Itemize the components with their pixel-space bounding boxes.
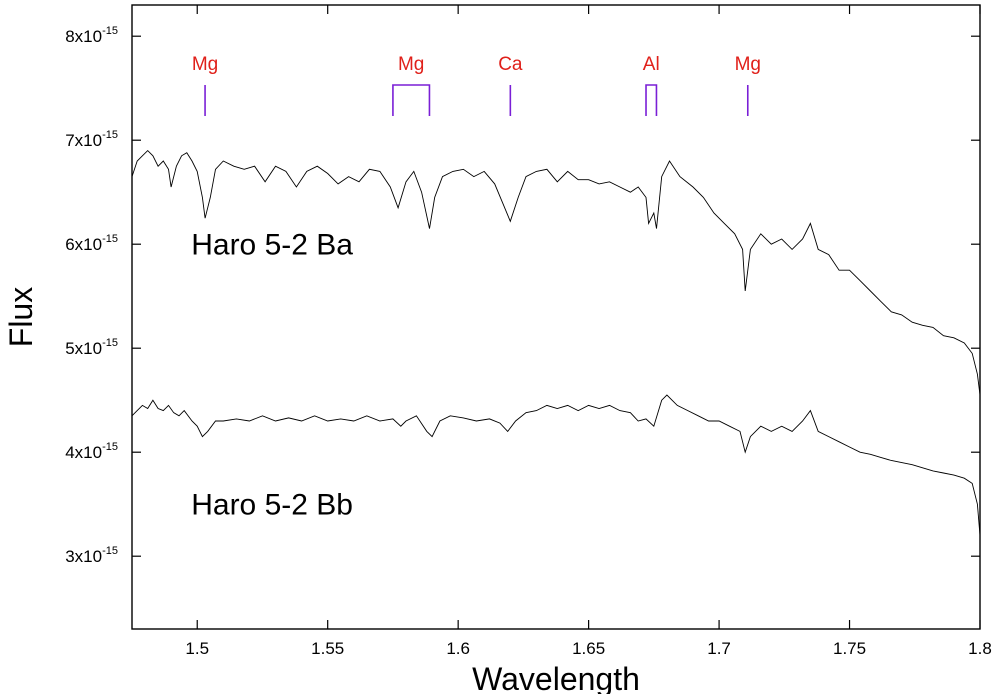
series-lines bbox=[131, 149, 981, 536]
y-tick-exponent: -15 bbox=[102, 25, 118, 37]
y-tick-mantissa: 8x10 bbox=[65, 27, 102, 46]
y-tick-mantissa: 6x10 bbox=[65, 235, 102, 254]
y-tick-exponent: -15 bbox=[102, 129, 118, 141]
y-tick-mantissa: 3x10 bbox=[65, 547, 102, 566]
plot-frame bbox=[131, 4, 981, 630]
y-tick-exponent: -15 bbox=[102, 233, 118, 245]
y-tick-exponent: -15 bbox=[102, 441, 118, 453]
y-tick-exponent: -15 bbox=[102, 337, 118, 349]
x-axis: 1.5 1.55 1.6 1.65 1.7 1.75 1.8 bbox=[185, 5, 992, 658]
annotation-label: Mg bbox=[398, 54, 424, 75]
y-tick-exponent: -15 bbox=[102, 545, 118, 557]
annotation-label: Ca bbox=[498, 54, 523, 75]
series-line-1 bbox=[131, 149, 981, 396]
y-tick-label: 3x10-15 bbox=[65, 545, 118, 566]
x-tick-label: 1.8 bbox=[968, 639, 992, 658]
y-tick-label: 6x10-15 bbox=[65, 233, 118, 254]
annotation-label: Al bbox=[643, 54, 660, 75]
series-labels: Haro 5-2 Ba Haro 5-2 Bb bbox=[191, 229, 353, 522]
x-tick-label: 1.65 bbox=[572, 639, 605, 658]
y-tick-mantissa: 5x10 bbox=[65, 339, 102, 358]
annotation-bracket bbox=[392, 84, 431, 116]
x-tick-label: 1.6 bbox=[446, 639, 470, 658]
x-tick-label: 1.5 bbox=[185, 639, 209, 658]
annotation-bracket bbox=[645, 84, 658, 116]
y-tick-label: 7x10-15 bbox=[65, 129, 118, 150]
y-tick-label: 5x10-15 bbox=[65, 337, 118, 358]
x-axis-title: Wavelength bbox=[472, 661, 640, 694]
x-tick-label: 1.7 bbox=[707, 639, 731, 658]
y-tick-mantissa: 7x10 bbox=[65, 131, 102, 150]
plot-frame-rect bbox=[131, 4, 981, 630]
y-tick-label: 4x10-15 bbox=[65, 441, 118, 462]
y-tick-label: 8x10-15 bbox=[65, 25, 118, 46]
y-axis-title: Flux bbox=[3, 287, 39, 347]
y-tick-mantissa: 4x10 bbox=[65, 443, 102, 462]
y-axis: 3x10-154x10-155x10-156x10-157x10-158x10-… bbox=[65, 25, 980, 566]
x-tick-label: 1.75 bbox=[833, 639, 866, 658]
annotation-label: Mg bbox=[192, 54, 218, 75]
series-label-2: Haro 5-2 Bb bbox=[191, 489, 353, 522]
line-annotations: Mg Mg Ca Al Mg bbox=[192, 54, 761, 116]
series-line-2 bbox=[131, 394, 981, 536]
annotation-label: Mg bbox=[735, 54, 761, 75]
series-label-1: Haro 5-2 Ba bbox=[191, 229, 353, 262]
x-tick-label: 1.55 bbox=[311, 639, 344, 658]
